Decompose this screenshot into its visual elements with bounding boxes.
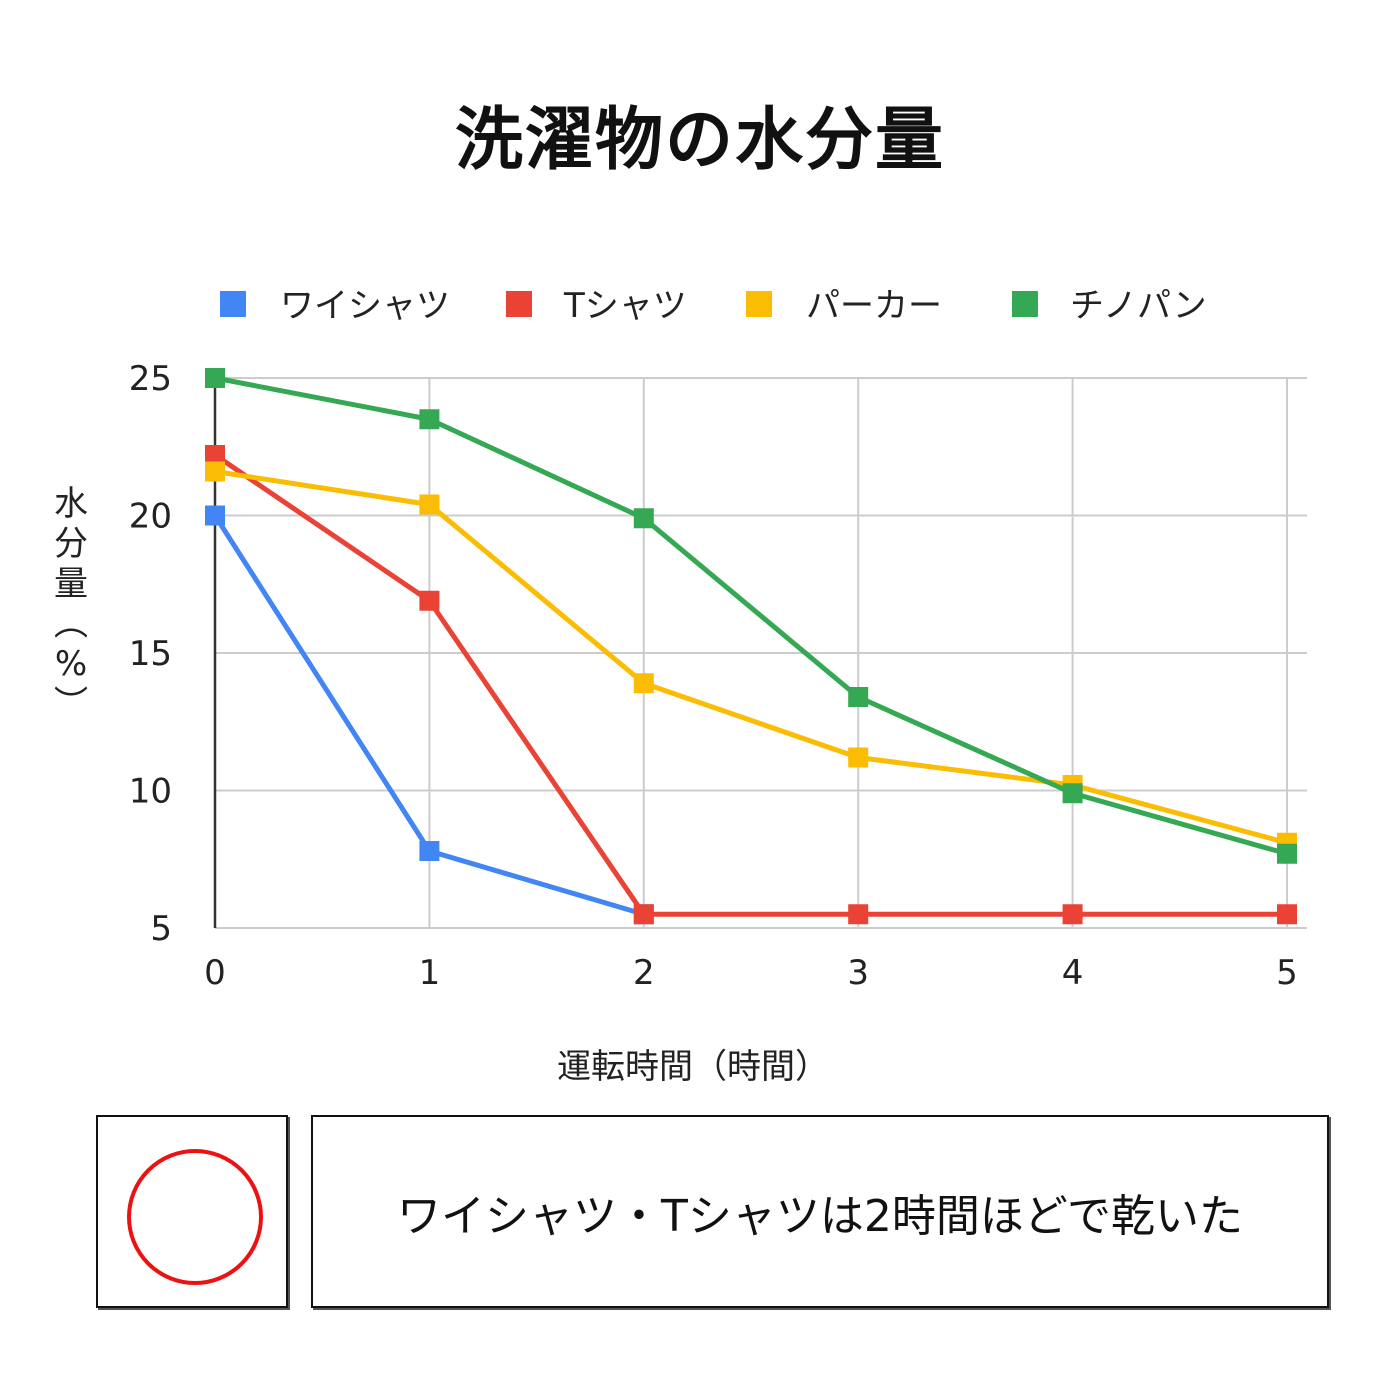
data-point <box>848 687 869 707</box>
series-2 <box>205 461 1297 853</box>
data-point <box>205 368 225 388</box>
data-point <box>419 590 440 611</box>
chart-title: 洗濯物の水分量 <box>454 101 945 180</box>
evaluation-note-box: ワイシャツ・Tシャツは2時間ほどで乾いた <box>311 1115 1329 1308</box>
data-point <box>205 461 225 482</box>
y-tick-label: 25 <box>129 359 172 399</box>
x-tick-label: 0 <box>204 953 226 993</box>
data-point <box>848 747 869 768</box>
data-point <box>205 505 225 526</box>
data-point <box>1062 904 1083 925</box>
x-tick-label: 1 <box>419 953 441 993</box>
legend-label: パーカー <box>806 286 942 326</box>
legend-label: チノパン <box>1070 286 1207 326</box>
evaluation-mark-box <box>96 1115 288 1308</box>
data-point <box>419 494 440 515</box>
line-chart: ワイシャツ Tシャツ パーカー チノパン 5 10 15 20 25 0 1 2 3 4 5 運転時間（時間… <box>54 286 1307 1087</box>
series-line <box>214 375 1288 857</box>
data-point <box>419 409 440 430</box>
y-axis-label: 水分量︵% ︶ <box>54 484 88 724</box>
x-tick-label: 3 <box>847 953 869 993</box>
data-point <box>633 673 654 694</box>
evaluation-note: ワイシャツ・Tシャツは2時間ほどで乾いた <box>397 1190 1243 1242</box>
data-point <box>848 904 869 925</box>
y-tick-label: 15 <box>129 634 172 674</box>
series-line <box>213 452 1287 917</box>
x-axis-label: 運転時間（時間） <box>557 1047 829 1087</box>
x-tick-label: 5 <box>1276 953 1298 993</box>
y-tick-label: 5 <box>150 909 172 949</box>
data-point <box>1062 783 1083 804</box>
circle-mark-icon <box>127 1149 263 1285</box>
x-tick-label: 2 <box>633 953 655 993</box>
data-point <box>633 508 654 529</box>
series-3 <box>205 368 1297 864</box>
x-tick-label: 4 <box>1062 953 1084 993</box>
legend-swatch <box>746 291 772 317</box>
legend-swatch <box>220 291 246 317</box>
series-layer <box>205 368 1297 925</box>
y-tick-label: 10 <box>129 772 172 812</box>
y-tick-label: 20 <box>129 497 172 537</box>
grid-lines <box>215 377 1307 929</box>
series-1 <box>205 445 1297 925</box>
data-point <box>1277 904 1297 925</box>
legend-swatch <box>1012 291 1038 317</box>
data-point <box>633 904 654 925</box>
data-point <box>205 445 225 465</box>
data-point <box>419 841 440 861</box>
legend-swatch <box>506 291 532 317</box>
series-line <box>214 469 1288 846</box>
data-point <box>1277 843 1297 864</box>
legend-label: Tシャツ <box>563 286 687 326</box>
legend: ワイシャツ Tシャツ パーカー チノパン <box>220 286 1207 326</box>
legend-label: ワイシャツ <box>280 286 450 326</box>
axis-labels: 5 10 15 20 25 0 1 2 3 4 5 運転時間（時間） 水分量︵% ︶ <box>54 359 1298 1087</box>
